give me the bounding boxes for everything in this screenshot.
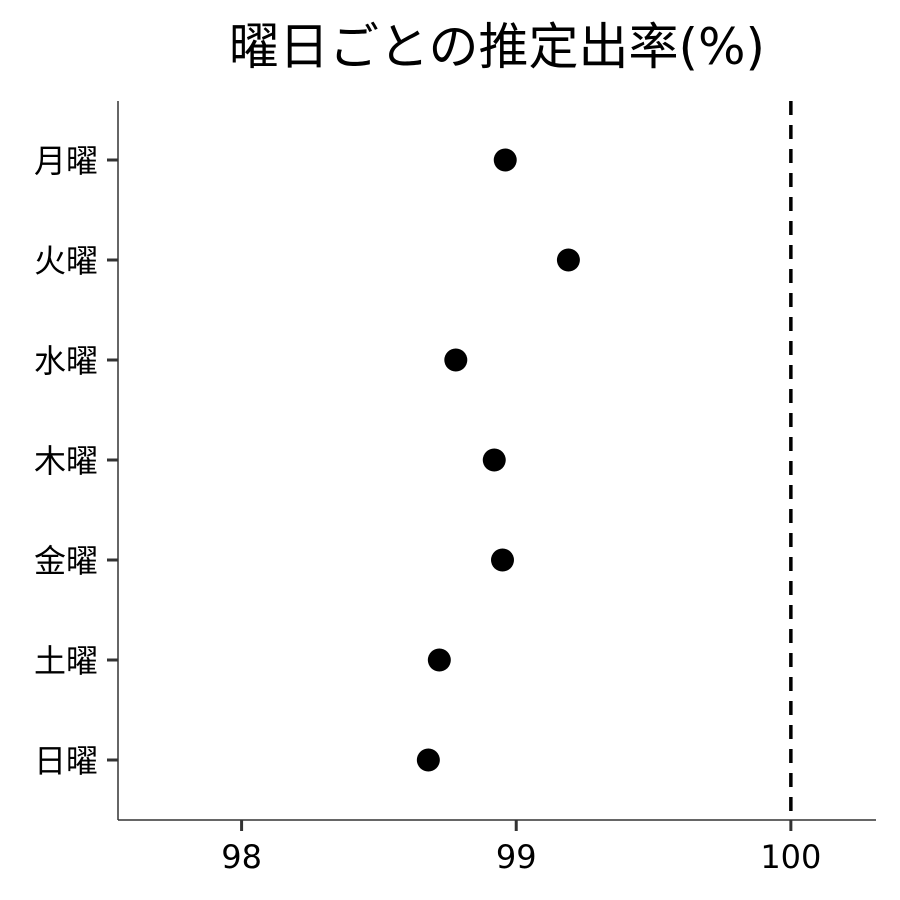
data-point: [556, 248, 580, 272]
x-ticks: 98 99 100: [221, 820, 821, 876]
y-tick-label: 水曜: [34, 342, 98, 380]
data-point: [490, 548, 514, 572]
y-tick-label: 火曜: [34, 242, 98, 280]
chart-title: 曜日ごとの推定出率(%): [229, 18, 765, 76]
data-point: [444, 348, 468, 372]
data-point: [493, 148, 517, 172]
y-tick-label: 金曜: [34, 542, 98, 580]
x-tick-label: 99: [496, 838, 537, 876]
y-tick-label: 月曜: [34, 142, 98, 180]
data-points: [416, 148, 580, 772]
data-point: [427, 648, 451, 672]
y-tick-label: 木曜: [34, 442, 98, 480]
x-tick-label: 98: [221, 838, 262, 876]
data-point: [416, 748, 440, 772]
y-tick-label: 日曜: [34, 742, 98, 780]
x-tick-label: 100: [760, 838, 821, 876]
y-tick-label: 土曜: [34, 642, 98, 680]
data-point: [482, 448, 506, 472]
